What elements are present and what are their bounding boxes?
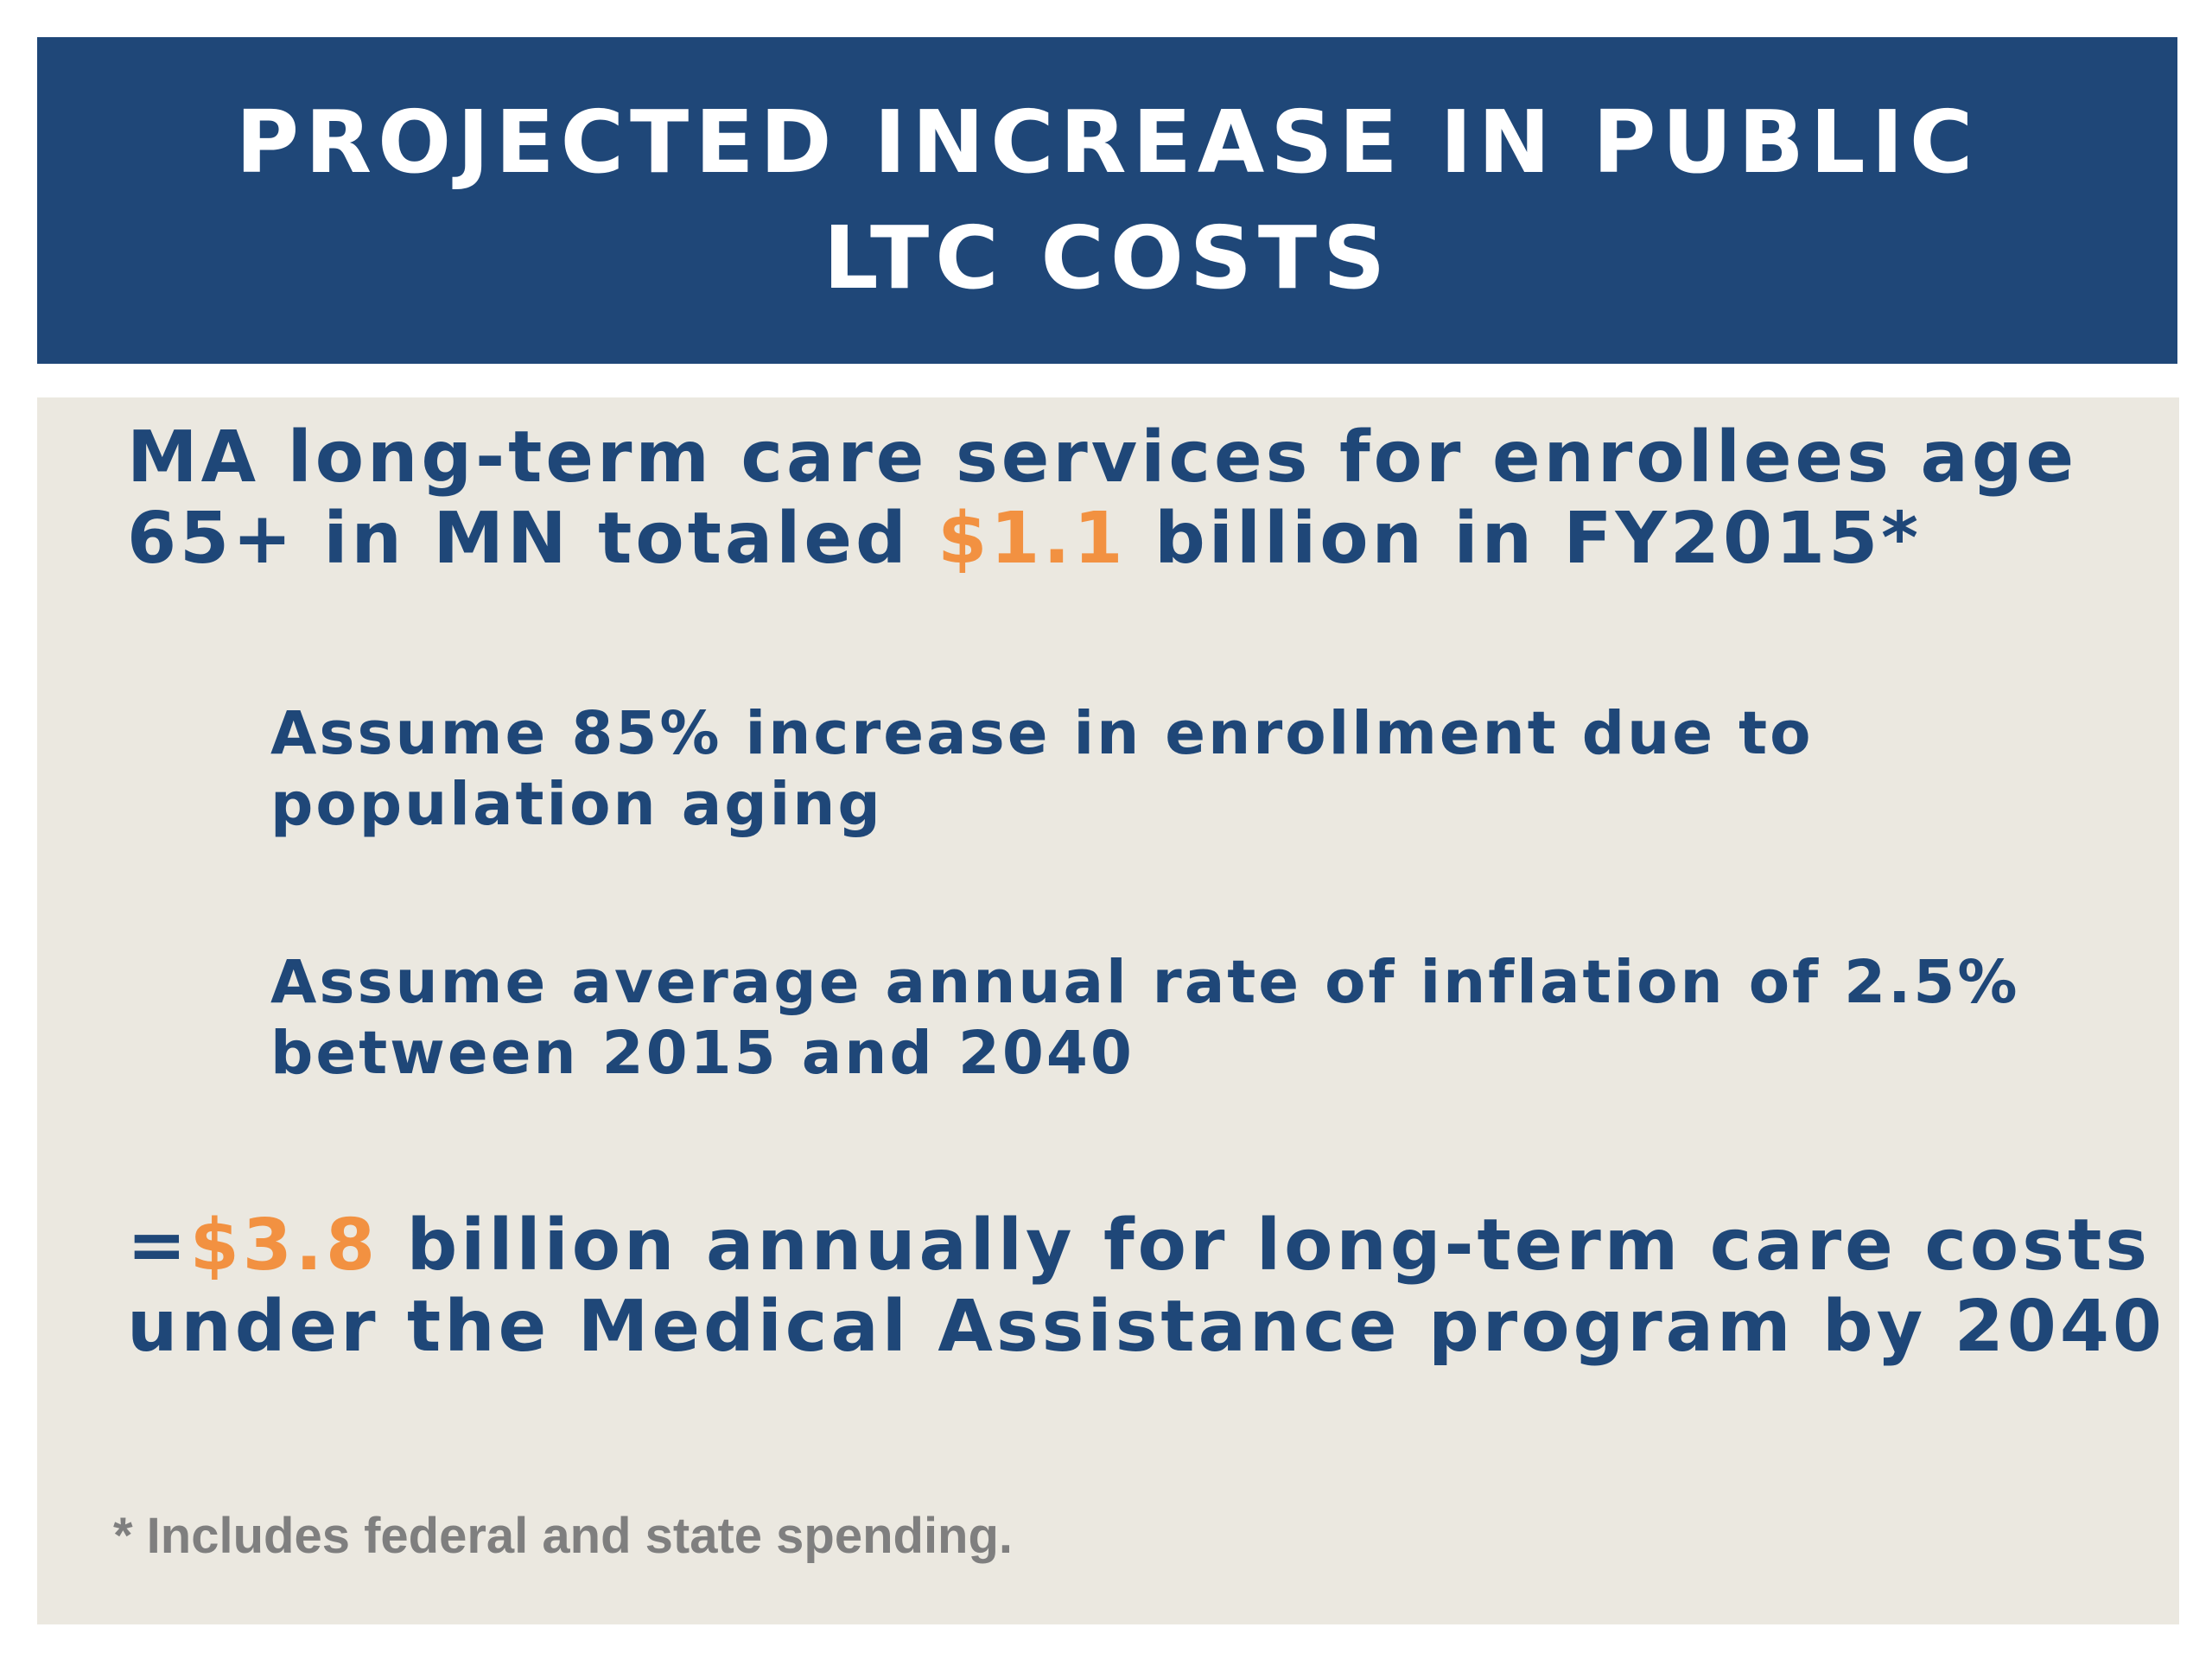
slide-title-line-2: LTC COSTS (823, 207, 1392, 308)
slide-title-bar: PROJECTED INCREASE IN PUBLIC LTC COSTS (37, 37, 2177, 364)
slide-title: PROJECTED INCREASE IN PUBLIC LTC COSTS (236, 85, 1979, 316)
fy2015-cost-statement: MA long-term care services for enrollees… (127, 417, 2166, 580)
spending-footnote: * Includes federal and state spending. (113, 1508, 1014, 1564)
fy2015-cost-text-before: MA long-term care services for enrollees… (127, 416, 2078, 580)
projected-cost-text-after: billion annually for long-term care cost… (127, 1205, 2165, 1368)
slide-content-panel: MA long-term care services for enrollees… (37, 397, 2179, 1624)
enrollment-growth-assumption: Assume 85% increase in enrollment due to… (270, 699, 1814, 839)
inflation-assumption: Assume average annual rate of inflation … (270, 948, 2020, 1088)
projected-cost-result: =$3.8 billion annually for long-term car… (127, 1205, 2166, 1368)
slide-title-line-1: PROJECTED INCREASE IN PUBLIC (235, 92, 1980, 193)
projected-cost-prefix: = (127, 1205, 190, 1287)
projected-cost-highlight: $3.8 (189, 1205, 379, 1287)
fy2015-cost-text-after: billion in FY2015* (1126, 498, 1923, 580)
fy2015-cost-highlight: $1.1 (938, 498, 1127, 580)
